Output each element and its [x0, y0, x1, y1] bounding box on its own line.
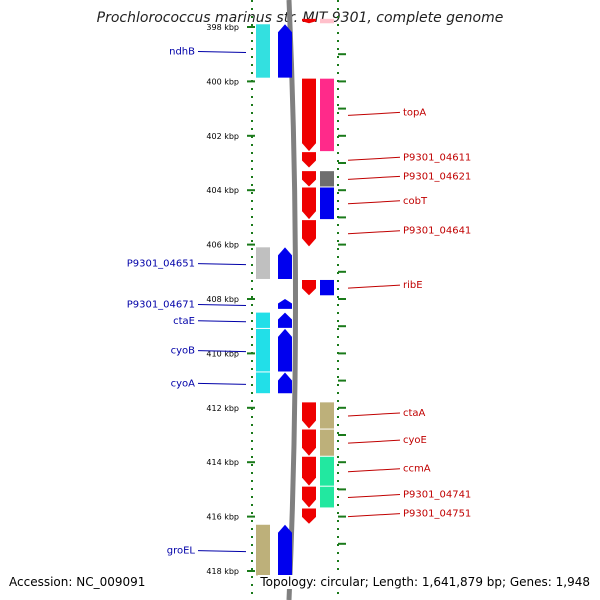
gene-label[interactable]: cyoE [403, 435, 427, 446]
gene-label[interactable]: P9301_04611 [403, 152, 471, 163]
cog-ndhb [256, 24, 270, 78]
leader-line [347, 412, 401, 417]
accession-text: Accession: NC_009091 [9, 575, 146, 589]
leader-line [347, 494, 401, 499]
gene-label[interactable]: P9301_04741 [403, 490, 471, 501]
gene-labels: ndhB topA P9301_04611 P9301_04621 cobT P9301_… [127, 46, 472, 556]
leader-line [197, 263, 247, 266]
leader-line [197, 382, 247, 385]
gene-p9301-04741[interactable] [302, 486, 316, 508]
gene-label[interactable]: cyoB [171, 346, 196, 357]
leader-line [347, 284, 401, 289]
gene-ccma[interactable] [302, 456, 316, 486]
gene-ribe[interactable] [302, 279, 316, 296]
tick-label: 416 kbp [206, 513, 239, 522]
gene-p9301-04621[interactable] [302, 171, 316, 187]
cog-p9301-04741 [320, 486, 334, 508]
gene-cyob[interactable] [278, 328, 292, 372]
leader-line [347, 200, 401, 205]
gene-label[interactable]: ctaA [403, 408, 426, 419]
gene-p9301-04651[interactable] [278, 247, 292, 279]
gene-features [256, 18, 334, 576]
leader-line [347, 513, 401, 518]
tick-label: 418 kbp [206, 567, 239, 576]
leader-line [347, 175, 401, 180]
gene-label[interactable]: P9301_04641 [403, 226, 471, 237]
gene-label[interactable]: P9301_04621 [403, 171, 471, 182]
gene-p9301-04611[interactable] [302, 152, 316, 168]
cog-gene [320, 18, 334, 24]
map-title: Prochlorococcus marinus str. MIT 9301, c… [96, 10, 504, 26]
genome-backbone [286, 0, 298, 600]
tick-label: 410 kbp [206, 349, 239, 358]
tick-label: 414 kbp [206, 458, 239, 467]
gene-p9301-04671[interactable] [278, 299, 292, 309]
gene-label[interactable]: ccmA [403, 464, 431, 475]
gene-label[interactable]: cyoA [171, 378, 196, 389]
leader-line [347, 230, 401, 235]
tick-label: 408 kbp [206, 295, 239, 304]
leader-line [197, 320, 247, 323]
cog-groel [256, 524, 270, 576]
gene-ctae[interactable] [278, 312, 292, 328]
gene-label[interactable]: ribE [403, 280, 423, 291]
kbp-axis: 398 kbp 400 kbp 402 kbp 404 kbp 406 kbp 408 k… [206, 23, 346, 576]
gene-p9301-04751[interactable] [302, 508, 316, 524]
gene-cyoe[interactable] [302, 429, 316, 456]
genome-summary: Topology: circular; Length: 1,641,879 bp… [258, 575, 590, 589]
gene-ndhb[interactable] [278, 24, 292, 78]
gene-label[interactable]: P9301_04751 [403, 509, 471, 520]
cog-ctae [256, 312, 270, 328]
cog-ribe [320, 279, 334, 296]
leader-line [347, 111, 401, 116]
leader-line [347, 156, 401, 161]
leader-line [347, 468, 401, 473]
cog-p9301-04651 [256, 247, 270, 279]
gene-groel[interactable] [278, 524, 292, 576]
leader-line [197, 303, 247, 306]
cog-cyob [256, 328, 270, 372]
gene-label[interactable]: cobT [403, 196, 428, 207]
tick-label: 412 kbp [206, 404, 239, 413]
tick-label: 398 kbp [206, 23, 239, 32]
gene-gene[interactable] [302, 18, 316, 24]
gene-cyoa[interactable] [278, 372, 292, 394]
gene-label[interactable]: P9301_04671 [127, 299, 195, 310]
leader-line [197, 350, 247, 353]
gene-label[interactable]: topA [403, 107, 426, 118]
cog-ccma [320, 456, 334, 486]
tick-label: 404 kbp [206, 186, 239, 195]
cog-cyoa [256, 372, 270, 394]
leader-line [197, 50, 247, 53]
gene-label[interactable]: ctaE [173, 316, 195, 327]
gene-cobt[interactable] [302, 187, 316, 220]
cog-cyoe [320, 429, 334, 456]
gene-ctaa[interactable] [302, 402, 316, 429]
cog-ctaa [320, 402, 334, 429]
leader-line [197, 550, 247, 553]
cog-p9301-04621 [320, 171, 334, 187]
gene-label[interactable]: groEL [167, 546, 196, 557]
tick-label: 402 kbp [206, 132, 239, 141]
gene-topa[interactable] [302, 78, 316, 152]
gene-label[interactable]: ndhB [169, 46, 195, 57]
tick-label: 400 kbp [206, 77, 239, 86]
cog-cobt [320, 187, 334, 220]
cog-topa [320, 78, 334, 152]
gene-label[interactable]: P9301_04651 [127, 259, 195, 270]
leader-line [347, 439, 401, 444]
gene-p9301-04641[interactable] [302, 220, 316, 247]
tick-label: 406 kbp [206, 241, 239, 250]
